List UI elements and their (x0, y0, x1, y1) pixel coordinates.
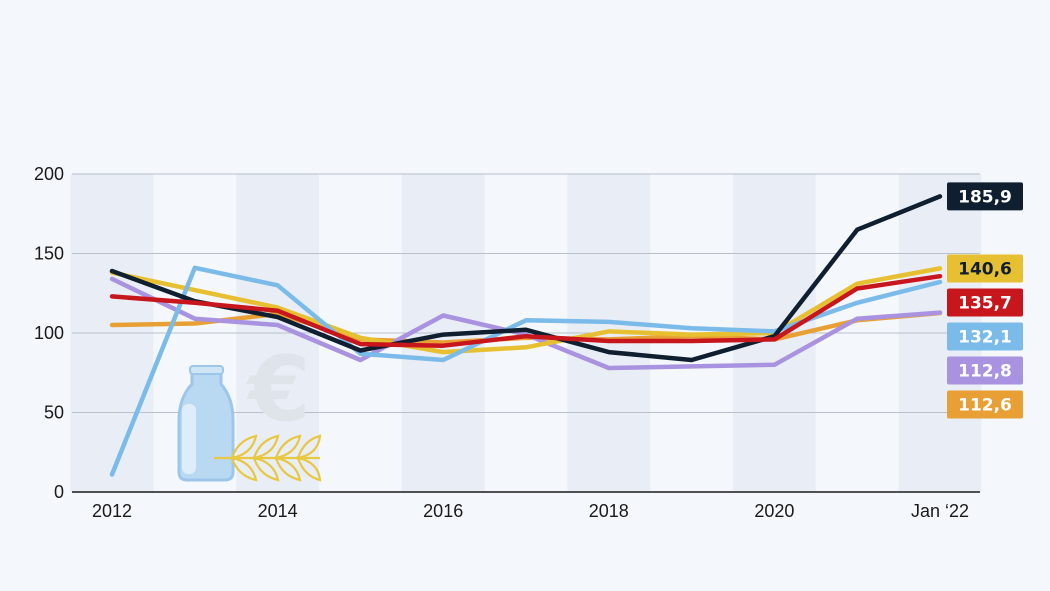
end-value-badge: 112,8 (947, 356, 1023, 385)
end-value-badge: 140,6 (947, 254, 1023, 283)
y-tick-label: 150 (34, 244, 64, 264)
y-axis-labels: 0 50 100 150 200 (34, 164, 64, 502)
x-tick-label: 2012 (92, 501, 132, 521)
badge-value: 112,6 (958, 395, 1012, 415)
badge-background (947, 288, 1023, 317)
svg-text:€: € (246, 337, 311, 442)
end-value-badges: 185,9 140,6 135,7 132,1 112,8 112,6 (947, 182, 1023, 419)
badge-background (947, 356, 1023, 385)
series-line (109, 194, 943, 363)
badge-value: 185,9 (958, 187, 1012, 207)
x-axis-labels: 2012 2014 2016 2018 2020 Jan ‘22 (92, 501, 969, 521)
series-lines (109, 194, 943, 477)
end-value-badge: 112,6 (947, 390, 1023, 419)
x-tick-label: 2014 (258, 501, 298, 521)
badge-value: 112,8 (958, 361, 1012, 381)
badge-background (947, 390, 1023, 419)
x-tick-label: 2018 (589, 501, 629, 521)
badge-value: 140,6 (958, 259, 1012, 279)
y-tick-label: 200 (34, 164, 64, 184)
y-tick-label: 50 (44, 403, 64, 423)
x-tick-label: 2016 (423, 501, 463, 521)
end-value-badge: 135,7 (947, 288, 1023, 317)
y-tick-label: 0 (54, 482, 64, 502)
badge-background (947, 322, 1023, 351)
badge-value: 135,7 (958, 293, 1012, 313)
x-tick-label: Jan ‘22 (911, 501, 969, 521)
x-tick-label: 2020 (754, 501, 794, 521)
series-line (109, 266, 943, 355)
badge-value: 132,1 (958, 327, 1012, 347)
milk-bottle-euro-wheat-icon: € (177, 337, 322, 482)
badge-background (947, 182, 1023, 211)
series-line (109, 273, 943, 348)
badge-background (947, 254, 1023, 283)
end-value-badge: 132,1 (947, 322, 1023, 351)
end-value-badge: 185,9 (947, 182, 1023, 211)
y-tick-label: 100 (34, 323, 64, 343)
